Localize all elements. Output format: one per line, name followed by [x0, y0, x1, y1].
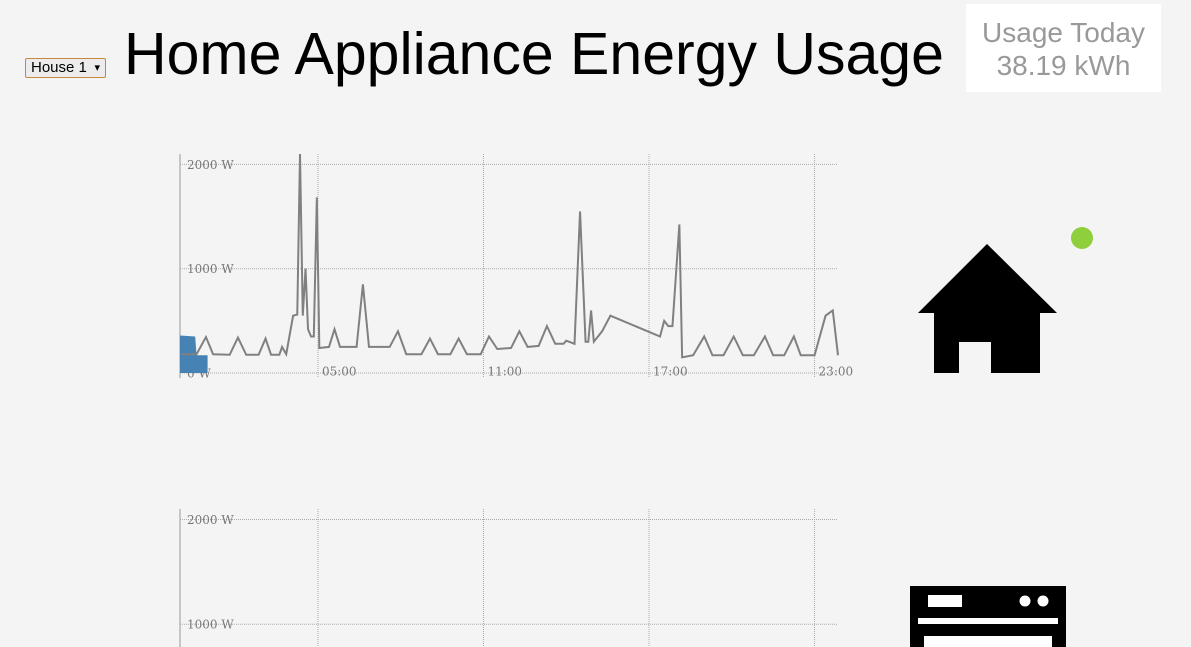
- line: [181, 153, 839, 359]
- y-tick-label: 1000 W: [187, 262, 234, 276]
- status-dot: [1071, 227, 1093, 249]
- y-tick-label: 2000 W: [187, 158, 234, 172]
- y-tick-label: 1000 W: [187, 618, 234, 632]
- house-icon: [918, 244, 1057, 373]
- x-tick-label: 11:00: [487, 365, 522, 379]
- house-select[interactable]: House 1: [25, 58, 106, 78]
- usage-value: 38.19 kWh: [996, 50, 1131, 81]
- usage-label: Usage Today: [982, 17, 1145, 48]
- page-title: Home Appliance Energy Usage: [124, 21, 944, 87]
- x-tick-label: 23:00: [819, 365, 854, 379]
- x-tick-label: 05:00: [322, 365, 357, 379]
- x-tick-label: 17:00: [653, 365, 688, 379]
- oven-icon: [910, 586, 1066, 647]
- y-tick-label: 2000 W: [187, 513, 234, 527]
- usage-box: Usage Today 38.19 kWh: [966, 4, 1161, 92]
